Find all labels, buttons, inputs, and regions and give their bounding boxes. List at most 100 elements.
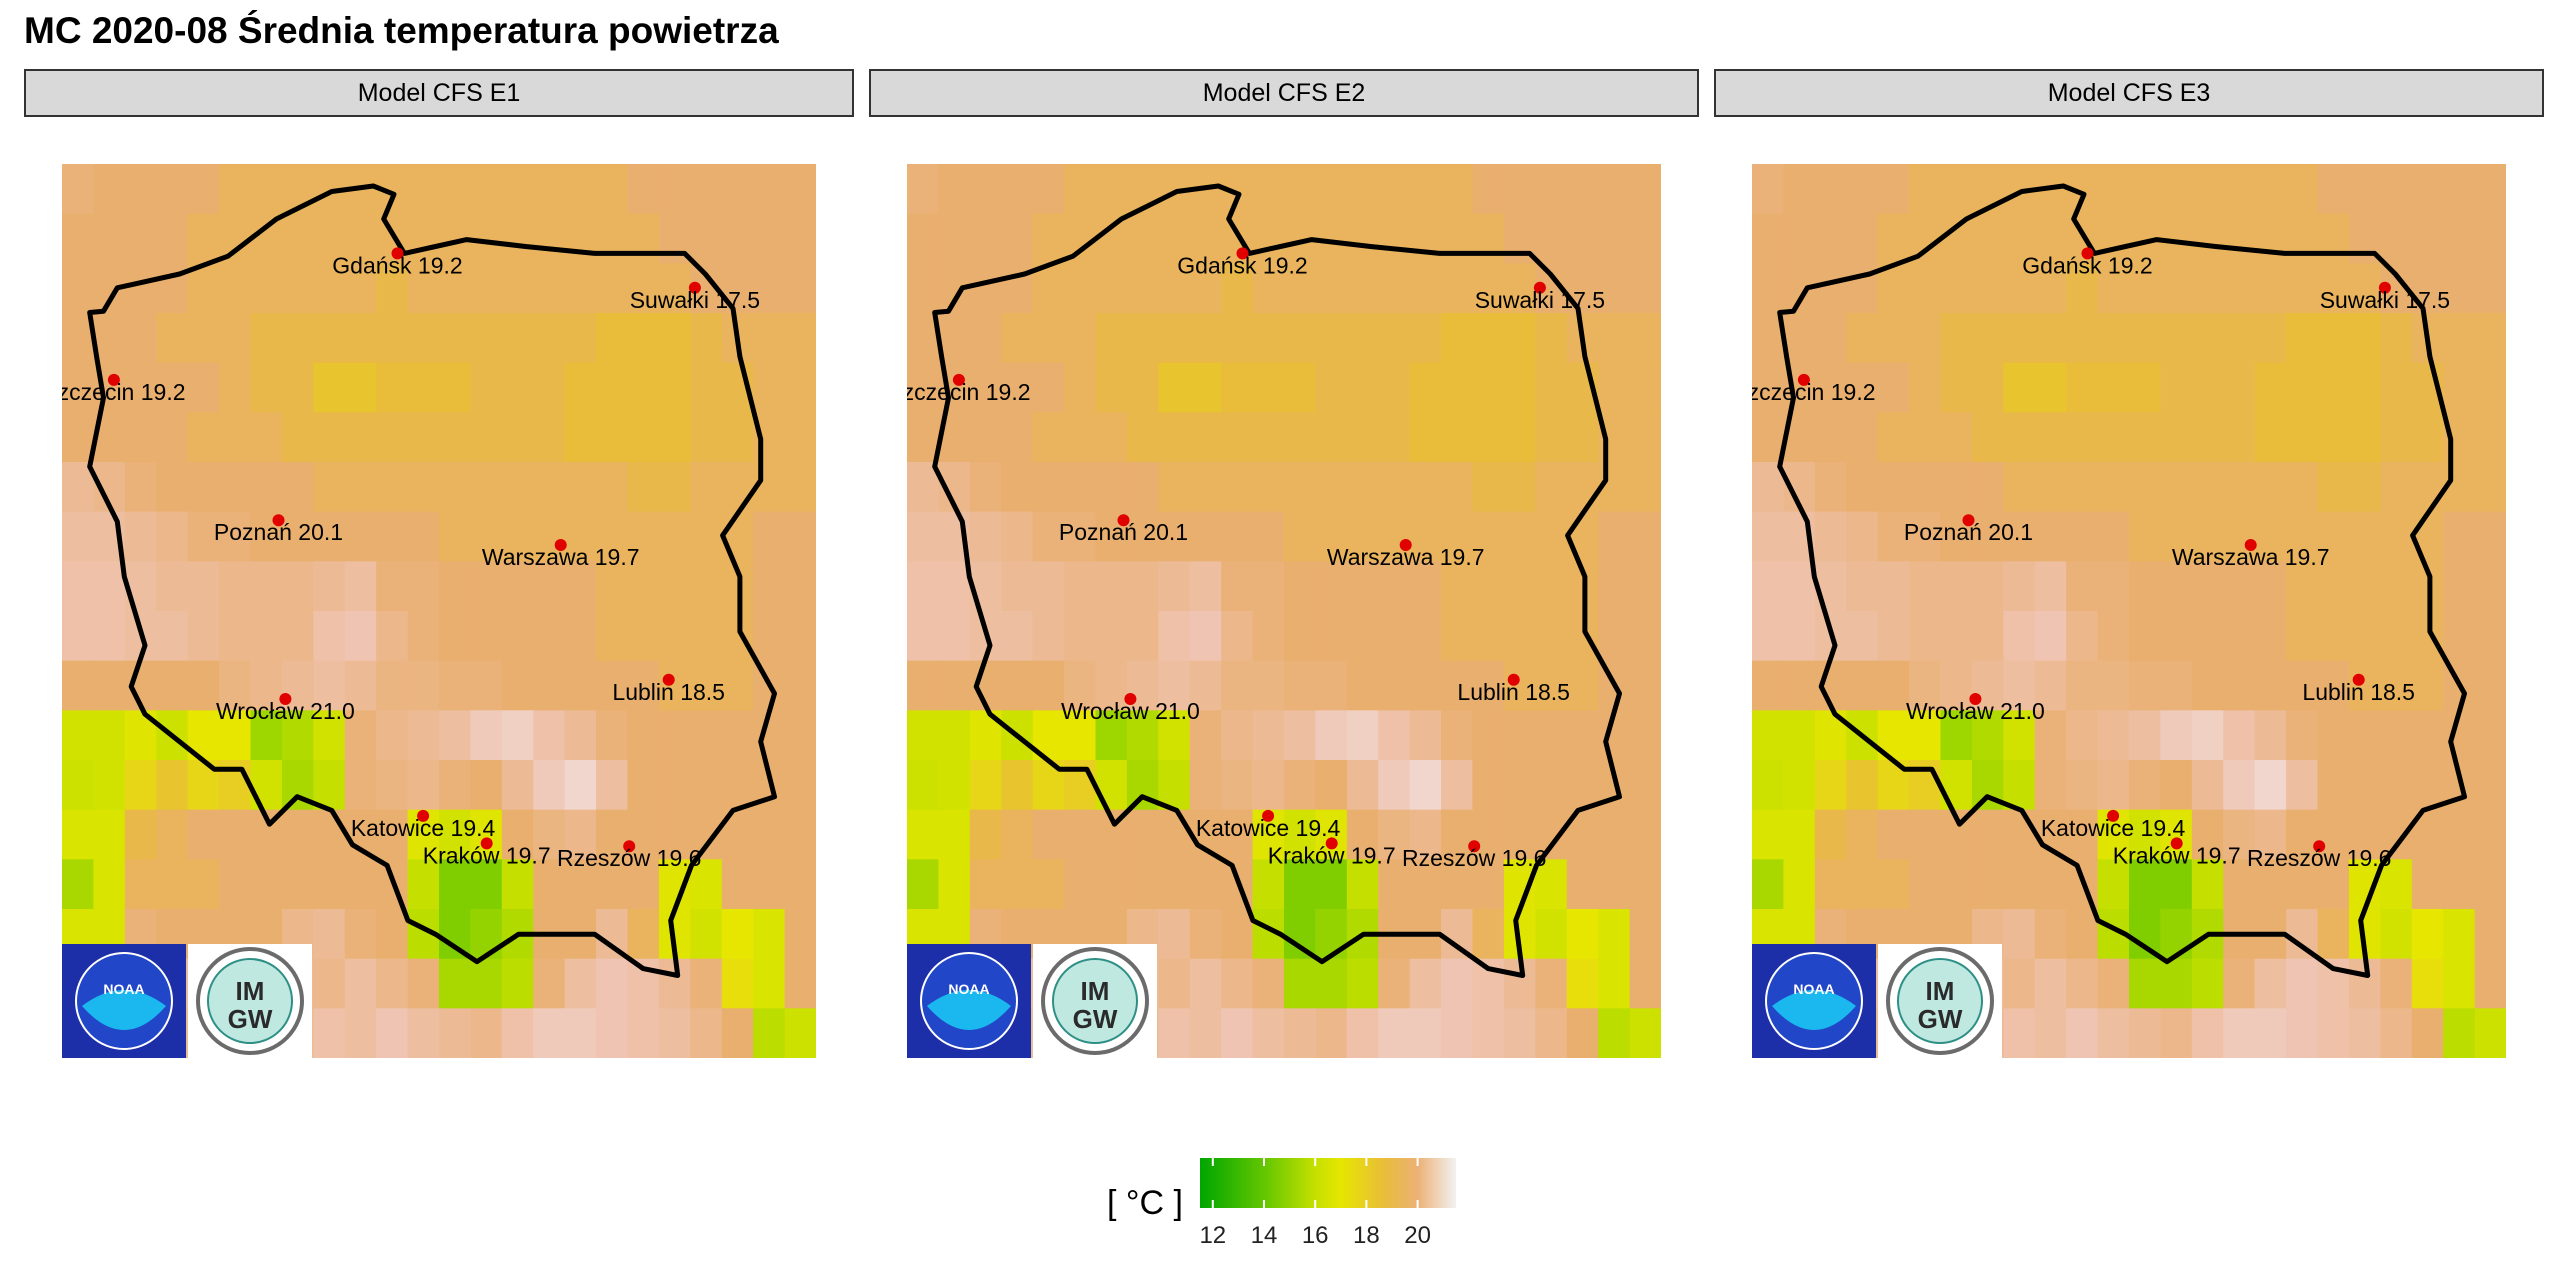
heatmap-cell	[1783, 809, 1816, 860]
heatmap-cell	[1346, 462, 1379, 513]
heatmap-cell	[1032, 164, 1065, 215]
heatmap-cell	[1503, 462, 1536, 513]
heatmap-cell	[1221, 760, 1254, 811]
heatmap-cell	[2254, 710, 2287, 761]
heatmap-cell	[1566, 1008, 1599, 1058]
heatmap-cell	[1598, 561, 1631, 612]
heatmap-cell	[1503, 561, 1536, 612]
heatmap-cell	[281, 710, 314, 761]
heatmap-cell	[784, 164, 816, 215]
heatmap-cell	[596, 213, 629, 264]
heatmap-cell	[2129, 313, 2162, 364]
heatmap-cell	[564, 263, 597, 314]
heatmap-cell	[1158, 412, 1191, 463]
heatmap-cell	[1064, 611, 1097, 662]
heatmap-cell	[1064, 511, 1097, 562]
map-panel-e3: Gdańsk 19.2 Suwałki 17.5 Szczecin 19.2 Pozn…	[1752, 164, 2506, 1058]
heatmap-cell	[2034, 462, 2067, 513]
heatmap-cell	[907, 462, 940, 513]
city-label: Katowice 19.4	[2041, 815, 2186, 841]
heatmap-cell	[1846, 809, 1879, 860]
heatmap-cell	[156, 760, 189, 811]
city-dot	[1797, 373, 1810, 386]
heatmap-cell	[1284, 313, 1317, 364]
heatmap-cell	[1095, 611, 1128, 662]
city-dot	[1399, 539, 1412, 551]
heatmap-cell	[281, 611, 314, 662]
heatmap-cell	[1783, 660, 1816, 711]
heatmap-cell	[2223, 958, 2256, 1009]
heatmap-cell	[564, 1008, 597, 1058]
heatmap-cell	[62, 809, 95, 860]
heatmap-cell	[1252, 213, 1285, 264]
heatmap-cell	[1252, 313, 1285, 364]
heatmap-cell	[1909, 859, 1942, 910]
heatmap-cell	[1095, 859, 1128, 910]
heatmap-cell	[1221, 710, 1254, 761]
heatmap-cell	[2223, 760, 2256, 811]
heatmap-cell	[187, 362, 220, 413]
heatmap-cell	[1032, 213, 1065, 264]
heatmap-cell	[1409, 809, 1442, 860]
heatmap-cell	[1189, 760, 1222, 811]
heatmap-cell	[1126, 710, 1159, 761]
heatmap-cell	[1441, 859, 1474, 910]
heatmap-cell	[407, 710, 440, 761]
heatmap-cell	[2286, 909, 2319, 960]
city-dot	[688, 281, 701, 294]
heatmap-cell	[439, 362, 472, 413]
city-dot	[1969, 693, 1982, 705]
heatmap-cell	[1909, 710, 1942, 761]
heatmap-cell	[907, 412, 940, 463]
heatmap-cell	[1315, 859, 1348, 910]
heatmap-cell	[376, 909, 409, 960]
heatmap-cell	[1783, 164, 1816, 215]
city-label: Gdańsk 19.2	[1177, 252, 1307, 278]
heatmap-cell	[439, 511, 472, 562]
heatmap-cell	[1221, 313, 1254, 364]
heatmap-cell	[1940, 362, 1973, 413]
heatmap-cell	[2380, 412, 2413, 463]
heatmap-cell	[1566, 412, 1599, 463]
heatmap-cell	[1158, 710, 1191, 761]
heatmap-cell	[2317, 164, 2350, 215]
heatmap-cell	[1284, 859, 1317, 910]
heatmap-cell	[2286, 561, 2319, 612]
heatmap-cell	[501, 809, 534, 860]
heatmap-cell	[596, 958, 629, 1009]
heatmap-cell	[1315, 164, 1348, 215]
heatmap-cell	[784, 611, 816, 662]
heatmap-cell	[1346, 412, 1379, 463]
heatmap-cell	[907, 760, 940, 811]
heatmap-cell	[1441, 660, 1474, 711]
heatmap-cell	[2129, 561, 2162, 612]
heatmap-cell	[2191, 611, 2224, 662]
heatmap-cell	[439, 412, 472, 463]
heatmap-cell	[2066, 561, 2099, 612]
heatmap-cell	[250, 213, 283, 264]
city-label: Warszawa 19.7	[482, 544, 640, 570]
heatmap-cell	[2380, 611, 2413, 662]
heatmap-cell	[658, 561, 691, 612]
heatmap-cell	[407, 611, 440, 662]
heatmap-cell	[2411, 859, 2444, 910]
heatmap-cell	[2254, 412, 2287, 463]
heatmap-cell	[1846, 859, 1879, 910]
heatmap-cell	[1940, 462, 1973, 513]
heatmap-cell	[2066, 958, 2099, 1009]
heatmap-cell	[501, 213, 534, 264]
heatmap-cell	[281, 213, 314, 264]
heatmap-cell	[1566, 958, 1599, 1009]
heatmap-cell	[1629, 462, 1661, 513]
heatmap-cell	[1909, 313, 1942, 364]
city-dot	[1962, 514, 1975, 527]
heatmap-cell	[1629, 611, 1661, 662]
heatmap-cell	[2097, 213, 2130, 264]
heatmap-cell	[344, 611, 377, 662]
heatmap-cell	[627, 710, 660, 761]
heatmap-cell	[2003, 462, 2036, 513]
heatmap-cell	[2348, 710, 2381, 761]
heatmap-cell	[596, 313, 629, 364]
heatmap-cell	[2317, 313, 2350, 364]
